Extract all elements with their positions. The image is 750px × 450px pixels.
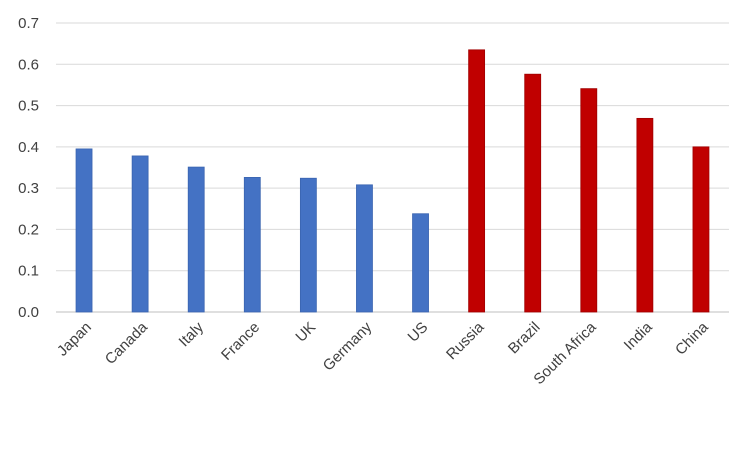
bar-us [412,213,429,313]
bars [75,49,710,313]
y-tick-label: 0.1 [18,263,39,280]
x-category-label: US [405,319,432,346]
bar-canada [131,155,149,313]
x-category-label: France [218,319,263,364]
x-category-label: Canada [102,318,152,368]
bar-china [692,146,710,313]
bar-japan [75,148,93,313]
y-tick-label: 0.4 [18,139,39,156]
y-tick-label: 0.0 [18,304,39,321]
y-tick-label: 0.7 [18,15,39,32]
y-tick-label: 0.3 [18,180,39,197]
x-category-label: India [621,318,656,353]
x-axis-category-labels: Japan Canada Italy France UK Germany US Russia B… [54,318,712,388]
x-category-label: Russia [443,318,488,363]
x-category-label: Brazil [505,319,544,358]
bar-france [243,177,261,313]
gridlines [56,22,729,313]
y-tick-label: 0.6 [18,56,39,73]
bar-india [636,117,654,313]
y-tick-label: 0.2 [18,221,39,238]
y-tick-label: 0.5 [18,98,39,115]
bar-uk [299,177,317,313]
bar-south-africa [580,88,598,313]
x-category-label: Japan [54,319,95,360]
bar-russia [468,49,486,313]
y-axis-tick-labels: 0.0 0.1 0.2 0.3 0.4 0.5 0.6 0.7 [18,15,39,321]
bar-germany [356,184,373,313]
x-category-label: Italy [176,318,208,350]
x-category-label: UK [292,319,319,346]
bar-italy [187,166,205,313]
x-category-label: China [672,318,712,358]
x-category-label: Germany [320,318,376,374]
bar-brazil [524,73,542,313]
